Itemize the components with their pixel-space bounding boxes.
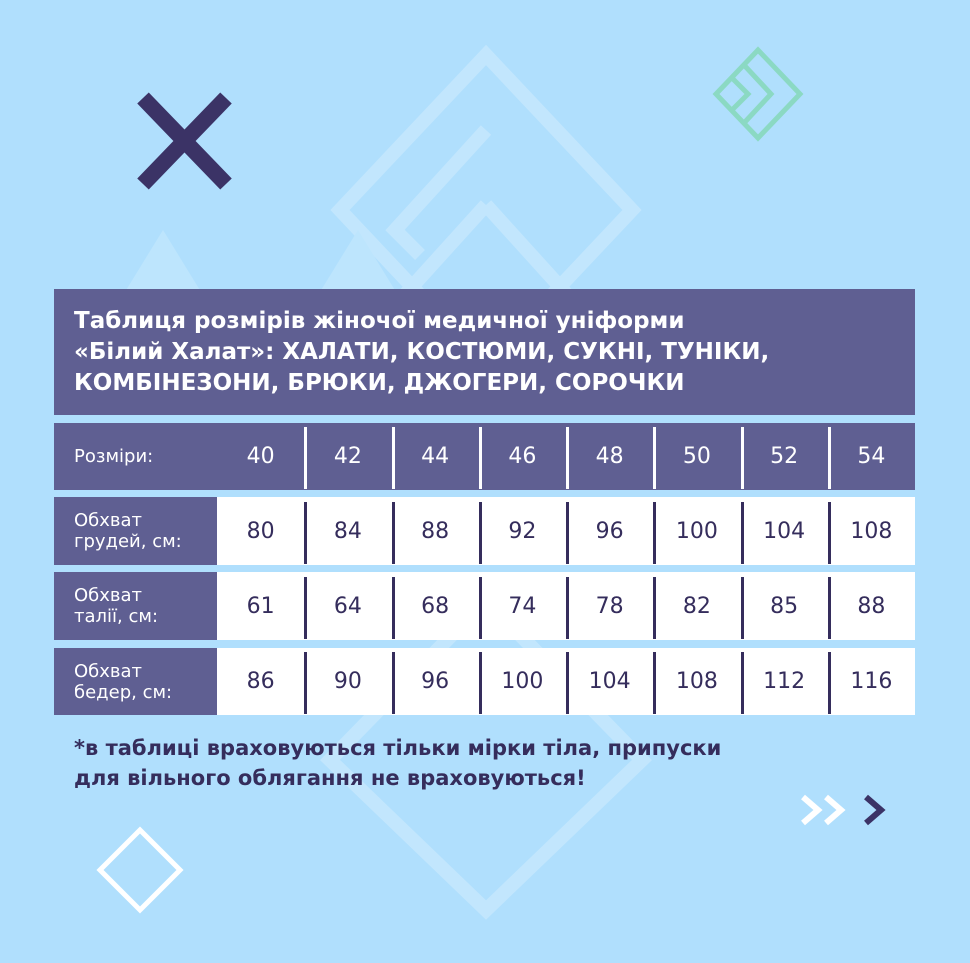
value-cell: 112	[740, 652, 828, 714]
value-cell: 90	[304, 652, 391, 714]
size-cell: 52	[740, 427, 828, 489]
value-cell: 82	[653, 576, 740, 639]
value-cell: 100	[653, 501, 740, 564]
value-cell: 100	[478, 652, 566, 714]
title-line: Таблиця розмірів жіночої медичної уніфор…	[74, 308, 685, 334]
value-cell: 92	[478, 501, 566, 564]
background-triangles	[120, 230, 401, 300]
sizes-row: Розміри: 40 42 44 46 48 50 52 54	[54, 423, 915, 490]
value-cell: 104	[740, 501, 828, 564]
row-label: Обхват бедер, см:	[54, 648, 217, 715]
size-cell: 42	[304, 427, 391, 489]
x-cross-icon	[137, 92, 232, 190]
value-cell: 104	[566, 652, 653, 714]
value-cell: 116	[827, 652, 915, 714]
footnote: *в таблиці враховуються тільки мірки тіл…	[74, 736, 722, 790]
value-cell: 84	[304, 501, 391, 564]
value-cell: 108	[827, 501, 915, 564]
value-cell: 96	[391, 652, 479, 714]
value-cell: 78	[566, 576, 653, 639]
value-cell: 86	[246, 669, 275, 694]
value-cell: 61	[246, 593, 275, 619]
value-cell: 64	[304, 576, 391, 639]
value-cell: 88	[827, 576, 915, 639]
table-row-waist: Обхват талії, см: 61 64 68 74 78 82 85 88	[54, 572, 915, 640]
value-cell: 74	[478, 576, 566, 639]
size-cell: 40	[246, 444, 275, 469]
title-line: КОМБІНЕЗОНИ, БРЮКИ, ДЖОГЕРИ, СОРОЧКИ	[74, 370, 685, 396]
row-label: Обхват талії, см:	[54, 572, 217, 640]
size-cell: 54	[827, 427, 915, 489]
size-cell: 48	[566, 427, 653, 489]
green-diamond-icon	[712, 46, 804, 142]
white-diamond-icon	[96, 826, 184, 914]
size-cell: 50	[653, 427, 740, 489]
value-cell: 68	[391, 576, 479, 639]
value-cell: 85	[740, 576, 828, 639]
value-cell: 80	[246, 518, 275, 544]
table-row-chest: Обхват грудей, см: 80 84 88 92 96 100 104…	[54, 497, 915, 565]
value-cell: 96	[566, 501, 653, 564]
value-cell: 108	[653, 652, 740, 714]
row-label: Обхват грудей, см:	[54, 497, 217, 565]
table-row-hips: Обхват бедер, см: 86 90 96 100 104 108 11…	[54, 648, 915, 715]
size-cell: 44	[391, 427, 479, 489]
value-cell: 88	[391, 501, 479, 564]
title-line: «Білий Халат»: ХАЛАТИ, КОСТЮМИ, СУКНІ, Т…	[74, 339, 770, 365]
size-cell: 46	[478, 427, 566, 489]
chevrons-right-icon	[801, 794, 886, 826]
table-title: Таблиця розмірів жіночої медичної уніфор…	[54, 289, 915, 415]
row-label: Розміри:	[54, 423, 217, 490]
